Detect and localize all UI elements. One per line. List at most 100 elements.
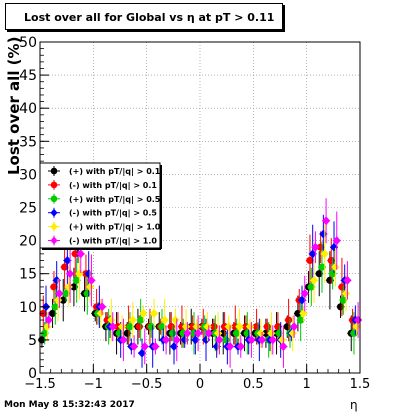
- data-point: [50, 283, 58, 291]
- data-point: [215, 335, 224, 345]
- data-point: [311, 242, 320, 252]
- data-point: [135, 323, 143, 331]
- data-point: [62, 289, 70, 298]
- data-point: [194, 328, 203, 338]
- data-point: [96, 308, 105, 318]
- legend-marker: [50, 236, 58, 245]
- data-point: [247, 335, 256, 345]
- legend-label: (+) with pT/|q| > 0.1: [69, 167, 161, 176]
- data-point: [130, 342, 139, 352]
- legend-marker: [50, 181, 58, 189]
- data-point: [202, 335, 211, 345]
- legend-entry-4: (-) with pT/|q| > 0.5: [48, 207, 157, 218]
- data-point: [172, 335, 181, 345]
- data-point: [70, 283, 78, 291]
- y-tick-label: 50: [19, 35, 37, 51]
- legend-entry-3: (+) with pT/|q| > 0.5: [48, 193, 161, 204]
- data-point: [108, 322, 117, 332]
- data-point: [319, 229, 328, 239]
- data-point: [342, 289, 351, 299]
- data-point: [331, 262, 340, 272]
- data-point: [343, 275, 352, 285]
- data-point: [48, 309, 57, 318]
- data-point: [258, 335, 267, 345]
- data-point: [204, 328, 213, 338]
- data-point: [352, 322, 361, 332]
- data-point: [268, 335, 277, 345]
- data-point: [210, 323, 218, 331]
- chart-title: Lost over all for Global vs η at pT > 0.…: [24, 11, 275, 24]
- y-tick-label: 30: [19, 167, 37, 183]
- x-tick-label: 1.5: [350, 377, 371, 392]
- title-box: Lost over all for Global vs η at pT > 0.…: [5, 3, 283, 30]
- y-tick-label: 45: [19, 68, 37, 84]
- y-tick-label: 35: [19, 134, 37, 150]
- data-point: [191, 335, 200, 345]
- y-tick-label: 10: [19, 300, 37, 316]
- x-tick-label: 1: [303, 377, 311, 392]
- data-point: [170, 342, 179, 352]
- data-point: [318, 263, 326, 271]
- data-point: [119, 335, 128, 345]
- data-point: [233, 329, 241, 337]
- data-point: [158, 323, 166, 331]
- data-point: [84, 269, 93, 279]
- data-point: [235, 322, 244, 332]
- data-point: [236, 342, 245, 352]
- data-point: [180, 335, 189, 345]
- data-point: [140, 342, 149, 352]
- data-point: [66, 269, 75, 279]
- data-point: [150, 308, 159, 318]
- data-point: [307, 283, 315, 291]
- data-point: [51, 303, 59, 311]
- data-point: [224, 322, 233, 332]
- legend-label: (-) with pT/|q| > 1.0: [69, 237, 157, 246]
- data-point: [138, 348, 147, 358]
- data-point: [256, 328, 265, 338]
- data-point: [86, 282, 95, 292]
- x-tick-label: 0.5: [243, 377, 264, 392]
- data-point: [298, 295, 307, 305]
- data-point: [294, 309, 302, 318]
- data-point: [285, 316, 293, 324]
- data-point: [300, 289, 309, 299]
- y-tick-label: 15: [19, 267, 37, 283]
- legend-marker: [50, 222, 58, 231]
- data-point: [118, 322, 127, 332]
- x-tick-label: −1.5: [24, 377, 56, 392]
- data-point: [126, 323, 134, 331]
- data-point: [162, 335, 171, 345]
- data-point: [290, 322, 299, 332]
- data-point: [315, 270, 323, 278]
- data-point: [171, 315, 180, 325]
- data-point: [44, 315, 53, 325]
- x-tick-label: 0: [196, 377, 204, 392]
- y-tick-label: 20: [19, 234, 37, 250]
- legend-entry-6: (-) with pT/|q| > 1.0: [48, 235, 157, 246]
- y-tick-label: 25: [19, 201, 37, 217]
- data-point: [306, 256, 314, 265]
- data-point: [52, 275, 61, 285]
- data-point: [322, 216, 331, 226]
- data-point: [278, 335, 287, 345]
- data-point: [128, 315, 137, 325]
- legend-marker: [50, 208, 58, 217]
- data-point: [64, 282, 73, 292]
- data-point: [339, 296, 347, 304]
- data-point: [332, 236, 341, 246]
- legend-label: (-) with pT/|q| > 0.5: [69, 209, 157, 218]
- data-point: [160, 315, 169, 325]
- data-point: [137, 316, 145, 324]
- legend-entry-1: (+) with pT/|q| > 0.1: [48, 166, 161, 176]
- x-axis-title: η: [350, 398, 358, 412]
- data-point: [299, 308, 308, 318]
- data-point: [183, 328, 192, 338]
- series-5: [43, 224, 361, 355]
- legend-entry-5: (+) with pT/|q| > 1.0: [48, 221, 161, 232]
- data-point: [75, 269, 84, 279]
- data-point: [297, 316, 305, 324]
- data-point: [288, 328, 297, 338]
- y-tick-label: 5: [28, 333, 37, 349]
